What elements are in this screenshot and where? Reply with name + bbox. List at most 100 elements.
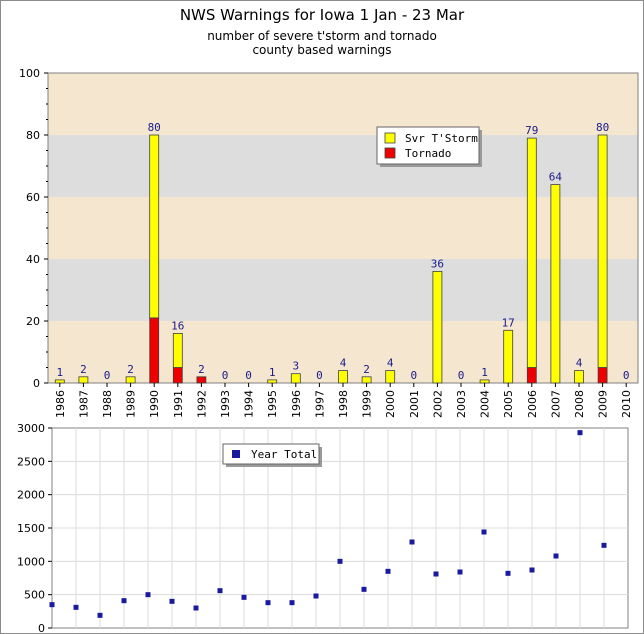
x-tick-label: 1994 — [243, 390, 256, 418]
bar-svr-tstorm — [432, 270, 443, 384]
legend-label: Tornado — [405, 147, 451, 160]
x-tick-label: 2007 — [549, 390, 562, 418]
x-tick-label: 1996 — [290, 390, 303, 418]
bar-total-label: 2 — [80, 363, 87, 376]
scatter-plot: 0 500 1000 1500 2000 2500 3000 Year Total — [17, 422, 629, 634]
bar-svr-tstorm — [338, 370, 348, 384]
scatter-point — [361, 586, 367, 592]
bar-total-label: 64 — [549, 171, 563, 184]
y-tick-label: 100 — [19, 67, 40, 80]
x-tick-label: 2006 — [526, 390, 539, 418]
x-tick-label: 2010 — [620, 390, 633, 418]
scatter-point — [313, 593, 319, 599]
x-tick-label: 2000 — [384, 390, 397, 418]
x-tick-label: 2005 — [502, 390, 515, 418]
bar-total-label: 2 — [198, 363, 205, 376]
chart-subtitle-line2: county based warnings — [252, 43, 391, 57]
scatter-point — [529, 567, 535, 573]
x-tick-label: 2003 — [455, 390, 468, 418]
bar-svr-tstorm — [550, 184, 561, 384]
bar-total-label: 4 — [387, 357, 394, 370]
scatter-point — [265, 600, 271, 606]
bar-svr-tstorm — [54, 379, 65, 384]
x-tick-label: 2008 — [573, 390, 586, 418]
x-tick-label: 2002 — [431, 390, 444, 418]
bar-total-label: 80 — [596, 121, 609, 134]
bar-tornado — [196, 376, 207, 384]
scatter-y-tick-label: 3000 — [17, 422, 45, 435]
scatter-point — [553, 553, 559, 559]
plot-band — [48, 135, 638, 197]
bar-total-label: 4 — [340, 357, 347, 370]
y-tick-label: 60 — [26, 191, 40, 204]
plot-band — [48, 259, 638, 321]
bar-svr-tstorm — [361, 376, 372, 384]
bar-svr-tstorm — [503, 329, 514, 384]
bar-total-label: 0 — [458, 369, 465, 382]
scatter-point — [457, 569, 463, 575]
bar-total-label: 3 — [292, 360, 299, 373]
scatter-point — [505, 570, 511, 576]
x-tick-label: 1999 — [361, 390, 374, 418]
y-tick-label: 0 — [33, 377, 40, 390]
bar-total-label: 0 — [623, 369, 630, 382]
bar-plot: 0204060801001198621987019882198980199016… — [19, 67, 639, 418]
legend-label: Svr T'Storm — [405, 132, 478, 145]
bar-total-label: 36 — [431, 257, 444, 270]
bar-svr-tstorm — [267, 379, 278, 384]
x-tick-label: 1990 — [148, 390, 161, 418]
bar-svr-tstorm — [290, 373, 301, 384]
bar-total-label: 0 — [316, 369, 323, 382]
scatter-legend-swatch — [232, 450, 240, 458]
x-tick-label: 1992 — [195, 390, 208, 418]
x-tick-label: 1989 — [125, 390, 138, 418]
bar-total-label: 1 — [56, 366, 63, 379]
bar-svr-tstorm — [479, 379, 490, 384]
scatter-point — [481, 529, 487, 535]
bar-svr-tstorm — [385, 370, 396, 384]
x-tick-label: 1991 — [172, 390, 185, 418]
scatter-point — [193, 605, 199, 611]
x-tick-label: 1997 — [313, 390, 326, 418]
bar-total-label: 1 — [481, 366, 488, 379]
scatter-point — [433, 571, 439, 577]
x-tick-label: 1986 — [54, 390, 67, 418]
scatter-point — [385, 568, 391, 574]
bar-svr-tstorm — [125, 376, 136, 384]
x-tick-label: 2001 — [408, 390, 421, 418]
chart-title: NWS Warnings for Iowa 1 Jan - 23 Mar — [180, 6, 465, 24]
scatter-point — [601, 542, 607, 548]
legend-swatch — [384, 132, 396, 144]
bar-svr-tstorm — [78, 376, 89, 384]
bar-total-label: 0 — [222, 369, 229, 382]
y-tick-label: 20 — [26, 315, 40, 328]
plot-band — [48, 73, 638, 135]
bar-total-label: 2 — [127, 363, 134, 376]
bar-total-label: 17 — [502, 316, 515, 329]
scatter-point — [289, 600, 295, 606]
x-tick-label: 1987 — [77, 390, 90, 418]
bar-svr-tstorm — [149, 134, 160, 319]
bar-tornado — [172, 367, 183, 384]
bar-total-label: 79 — [525, 124, 538, 137]
bar-total-label: 4 — [576, 357, 583, 370]
bar-total-label: 0 — [104, 369, 111, 382]
scatter-point — [409, 539, 415, 545]
bar-svr-tstorm — [172, 332, 183, 368]
bar-total-label: 16 — [171, 319, 184, 332]
x-tick-label: 1998 — [337, 390, 350, 418]
scatter-legend-label: Year Total — [251, 448, 317, 461]
x-tick-label: 1988 — [101, 390, 114, 418]
legend-swatch — [384, 147, 396, 159]
scatter-y-tick-label: 1500 — [17, 522, 45, 535]
x-tick-label: 1995 — [266, 390, 279, 418]
x-tick-label: 2009 — [597, 390, 610, 418]
scatter-point — [49, 602, 55, 608]
scatter-point — [577, 430, 583, 436]
scatter-point — [73, 604, 79, 610]
scatter-point — [145, 592, 151, 598]
bar-svr-tstorm — [597, 134, 608, 368]
bar-tornado — [526, 367, 537, 384]
bar-total-label: 0 — [245, 369, 252, 382]
